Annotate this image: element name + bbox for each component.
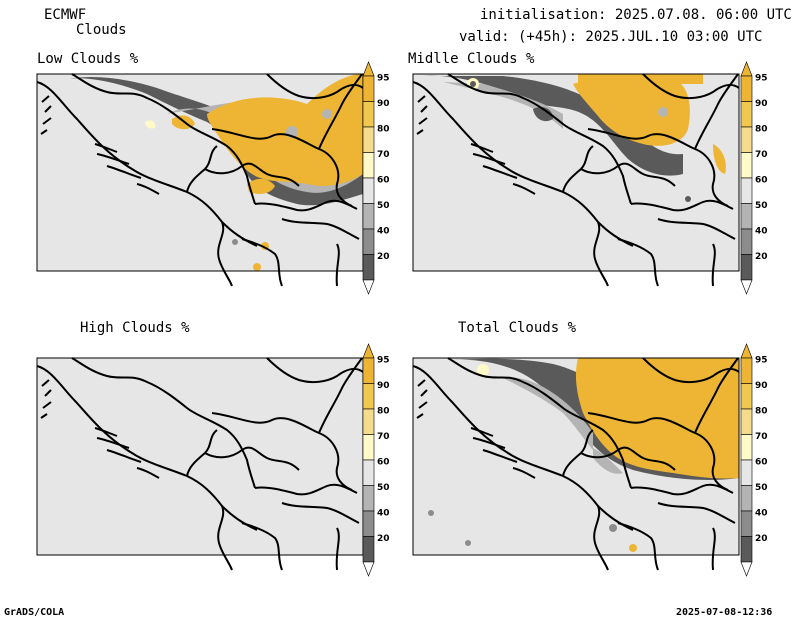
colorbar-tick-label: 80 bbox=[755, 125, 768, 135]
colorbar-tick-label: 80 bbox=[377, 125, 390, 135]
colorbar-band bbox=[362, 510, 375, 537]
panel-title-total: Total Clouds % bbox=[458, 320, 577, 336]
colorbar-tick-label: 95 bbox=[755, 356, 768, 366]
colorbar-tick-label: 20 bbox=[755, 534, 768, 544]
colorbar-tick-label: 60 bbox=[755, 458, 768, 468]
colorbar-band bbox=[362, 228, 375, 255]
colorbar-bottom-arrow bbox=[740, 561, 753, 577]
colorbar-band bbox=[740, 177, 753, 204]
colorbar-band bbox=[362, 485, 375, 512]
model-label: ECMWF bbox=[44, 7, 87, 23]
colorbar-bottom-arrow bbox=[362, 561, 375, 577]
colorbar-band bbox=[740, 75, 753, 102]
colorbar-tick-label: 95 bbox=[377, 74, 390, 84]
colorbar-tick-label: 20 bbox=[755, 252, 768, 262]
colorbar-total: 95 90 80 70 60 50 40 20 bbox=[740, 343, 768, 577]
colorbar-band bbox=[362, 357, 375, 384]
colorbar-tick-label: 90 bbox=[377, 99, 390, 109]
colorbar-bottom-arrow bbox=[740, 279, 753, 295]
colorbar-band bbox=[740, 459, 753, 486]
colorbar-band bbox=[740, 228, 753, 255]
colorbar-top-arrow bbox=[740, 343, 753, 359]
colorbar-top-arrow bbox=[362, 61, 375, 77]
colorbar-band bbox=[740, 434, 753, 461]
colorbar-band bbox=[362, 203, 375, 230]
colorbar-band bbox=[740, 152, 753, 179]
colorbar-band bbox=[740, 254, 753, 281]
colorbar-tick-label: 20 bbox=[377, 534, 390, 544]
colorbar-tick-label: 80 bbox=[755, 407, 768, 417]
colorbar-band bbox=[362, 75, 375, 102]
colorbar-band bbox=[740, 357, 753, 384]
colorbar-top-arrow bbox=[362, 343, 375, 359]
colorbar-tick-label: 60 bbox=[755, 176, 768, 186]
colorbar-band bbox=[362, 536, 375, 563]
colorbar-tick-label: 70 bbox=[377, 432, 390, 442]
colorbar-tick-label: 40 bbox=[377, 227, 390, 237]
colorbar-band bbox=[362, 254, 375, 281]
colorbar-band bbox=[362, 459, 375, 486]
init-time: initialisation: 2025.07.08. 06:00 UTC bbox=[480, 7, 792, 23]
colorbar-tick-label: 90 bbox=[755, 99, 768, 109]
map-panel-high bbox=[36, 357, 364, 571]
product-label: Clouds bbox=[76, 22, 127, 38]
colorbar-low: 95 90 80 70 60 50 40 20 bbox=[362, 61, 390, 295]
colorbar-tick-label: 40 bbox=[755, 509, 768, 519]
colorbar-band bbox=[362, 383, 375, 410]
colorbar-tick-label: 90 bbox=[755, 381, 768, 391]
colorbar-band bbox=[740, 510, 753, 537]
colorbar-tick-label: 70 bbox=[755, 150, 768, 160]
map-panel-low bbox=[36, 73, 364, 287]
colorbar-band bbox=[740, 536, 753, 563]
footer-left: GrADS/COLA bbox=[4, 607, 65, 618]
colorbar-tick-label: 50 bbox=[377, 201, 390, 211]
colorbar-band bbox=[362, 408, 375, 435]
colorbar-band bbox=[740, 126, 753, 153]
colorbar-tick-label: 70 bbox=[377, 150, 390, 160]
colorbar-tick-label: 80 bbox=[377, 407, 390, 417]
colorbar-tick-label: 60 bbox=[377, 458, 390, 468]
colorbar-tick-label: 50 bbox=[755, 201, 768, 211]
colorbar-band bbox=[362, 126, 375, 153]
colorbar-tick-label: 70 bbox=[755, 432, 768, 442]
colorbar-band bbox=[362, 101, 375, 128]
colorbar-band bbox=[362, 177, 375, 204]
colorbar-tick-label: 40 bbox=[755, 227, 768, 237]
colorbar-band bbox=[740, 203, 753, 230]
colorbar-band bbox=[362, 152, 375, 179]
valid-time: valid: (+45h): 2025.JUL.10 03:00 UTC bbox=[459, 29, 763, 45]
colorbar-band bbox=[362, 434, 375, 461]
colorbar-tick-label: 95 bbox=[377, 356, 390, 366]
colorbar-top-arrow bbox=[740, 61, 753, 77]
panel-title-high: High Clouds % bbox=[80, 320, 190, 336]
colorbar-band bbox=[740, 485, 753, 512]
panel-title-low: Low Clouds % bbox=[37, 51, 139, 67]
colorbar-tick-label: 90 bbox=[377, 381, 390, 391]
colorbar-tick-label: 50 bbox=[755, 483, 768, 493]
map-panel-middle bbox=[412, 73, 740, 287]
colorbar-tick-label: 50 bbox=[377, 483, 390, 493]
map-panel-total bbox=[412, 357, 740, 571]
colorbar-tick-label: 95 bbox=[755, 74, 768, 84]
panel-title-middle: Midlle Clouds % bbox=[408, 51, 535, 67]
colorbar-band bbox=[740, 408, 753, 435]
colorbar-band bbox=[740, 101, 753, 128]
colorbar-tick-label: 20 bbox=[377, 252, 390, 262]
colorbar-bottom-arrow bbox=[362, 279, 375, 295]
colorbar-high: 95 90 80 70 60 50 40 20 bbox=[362, 343, 390, 577]
colorbar-middle: 95 90 80 70 60 50 40 20 bbox=[740, 61, 768, 295]
footer-right: 2025-07-08-12:36 bbox=[676, 607, 773, 618]
colorbar-band bbox=[740, 383, 753, 410]
colorbar-tick-label: 60 bbox=[377, 176, 390, 186]
colorbar-tick-label: 40 bbox=[377, 509, 390, 519]
